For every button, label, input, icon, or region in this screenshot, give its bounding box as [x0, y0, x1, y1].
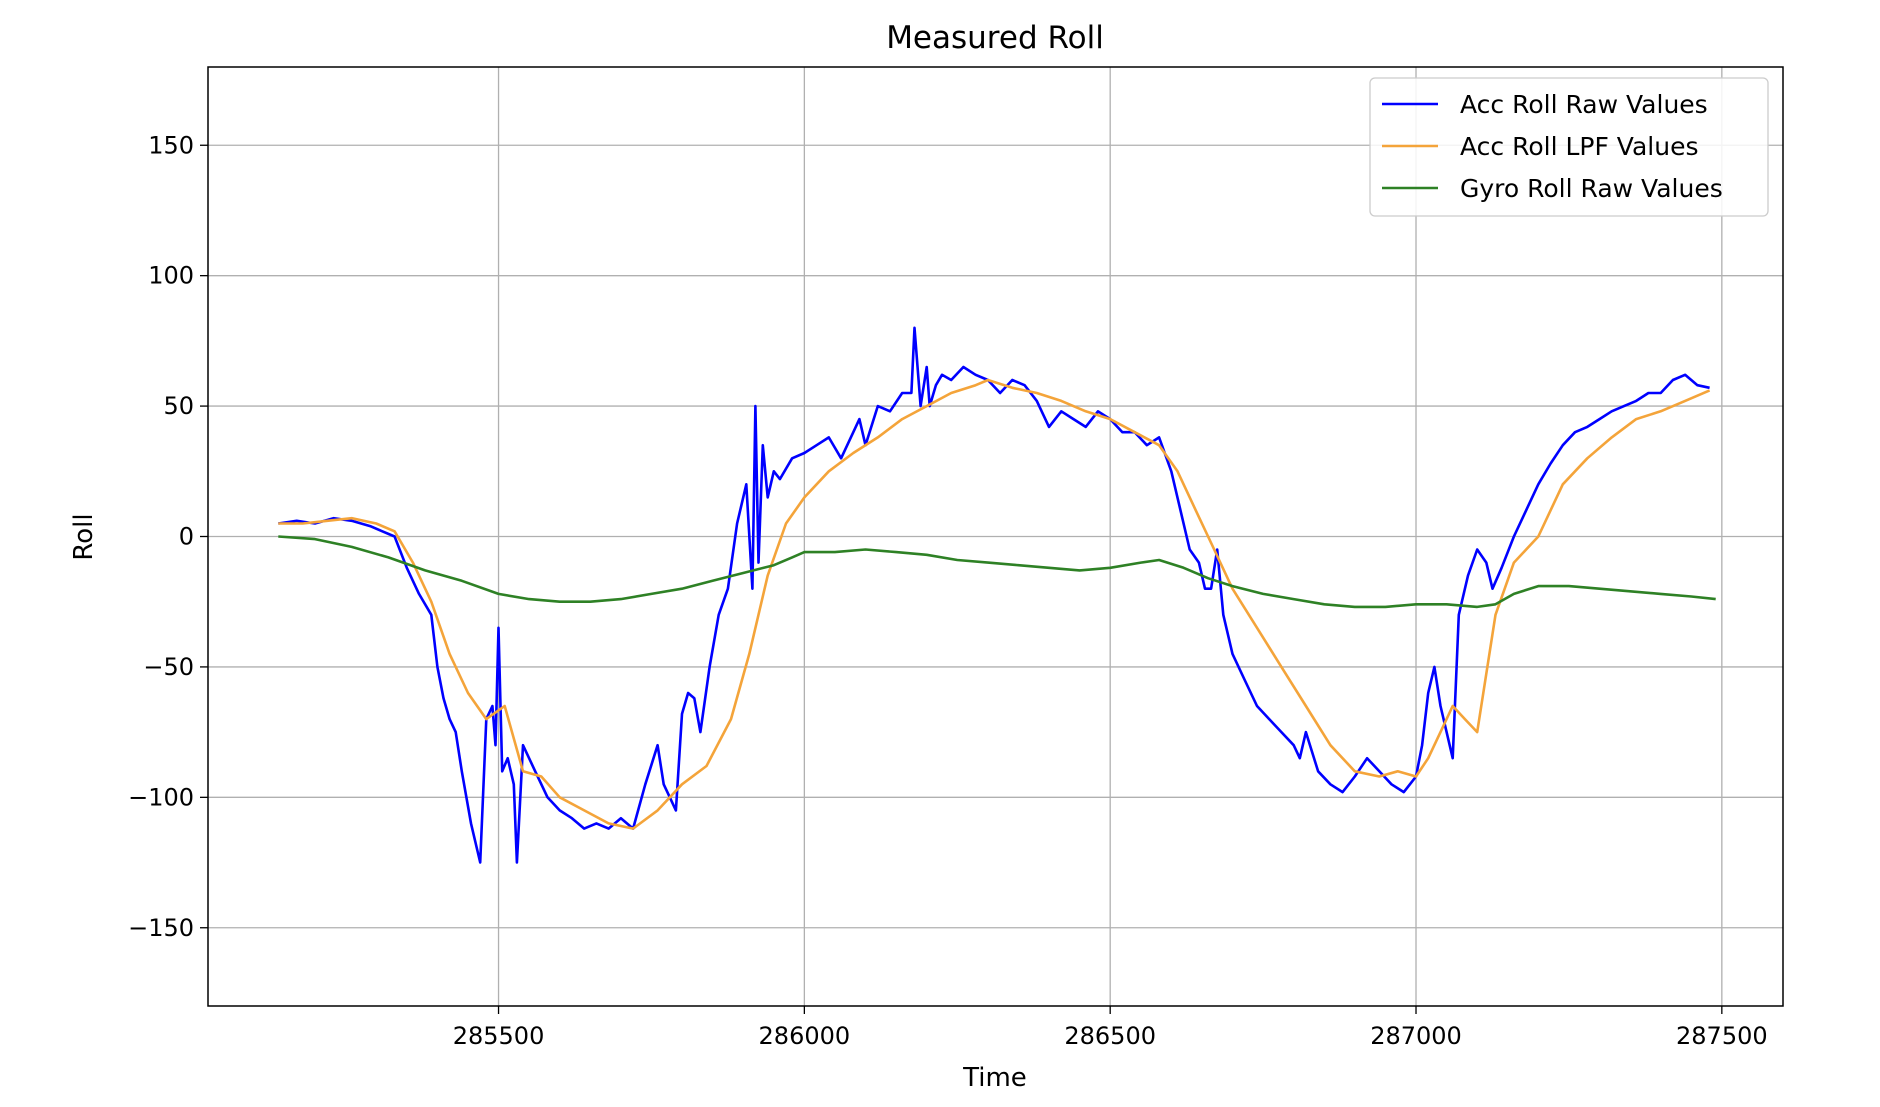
chart-title: Measured Roll [886, 20, 1104, 56]
y-tick-label: 100 [148, 262, 194, 290]
legend: Acc Roll Raw Values Acc Roll LPF Values Gy… [1369, 77, 1769, 217]
y-axis-label: Roll [69, 513, 99, 560]
y-tick-label: 150 [148, 131, 194, 159]
y-tick-label: −100 [128, 783, 194, 811]
series-line-acc-roll-raw-values [278, 326, 1710, 864]
axis-ticks: 285500 286000 286500 287000 287500 150 100 50 0 −… [128, 131, 1768, 1050]
legend-box [1369, 77, 1769, 217]
legend-entry-label: Acc Roll Raw Values [1460, 90, 1708, 119]
series-layer [278, 326, 1716, 864]
grid [208, 67, 1783, 1006]
series-line-acc-roll-lpf-values [278, 378, 1711, 830]
y-tick-label: 0 [179, 523, 194, 551]
series-line-gyro-roll-raw-values [278, 535, 1716, 609]
x-axis-label: Time [962, 1063, 1027, 1093]
x-tick-label: 287500 [1676, 1022, 1768, 1050]
y-tick-label: −150 [128, 914, 194, 942]
y-tick-label: 50 [163, 392, 194, 420]
x-tick-label: 285500 [453, 1022, 545, 1050]
x-tick-label: 286500 [1064, 1022, 1156, 1050]
y-tick-label: −50 [143, 653, 194, 681]
legend-entry-label: Acc Roll LPF Values [1460, 132, 1699, 161]
x-tick-label: 286000 [759, 1022, 851, 1050]
x-tick-label: 287000 [1370, 1022, 1462, 1050]
legend-entry-label: Gyro Roll Raw Values [1460, 174, 1723, 203]
